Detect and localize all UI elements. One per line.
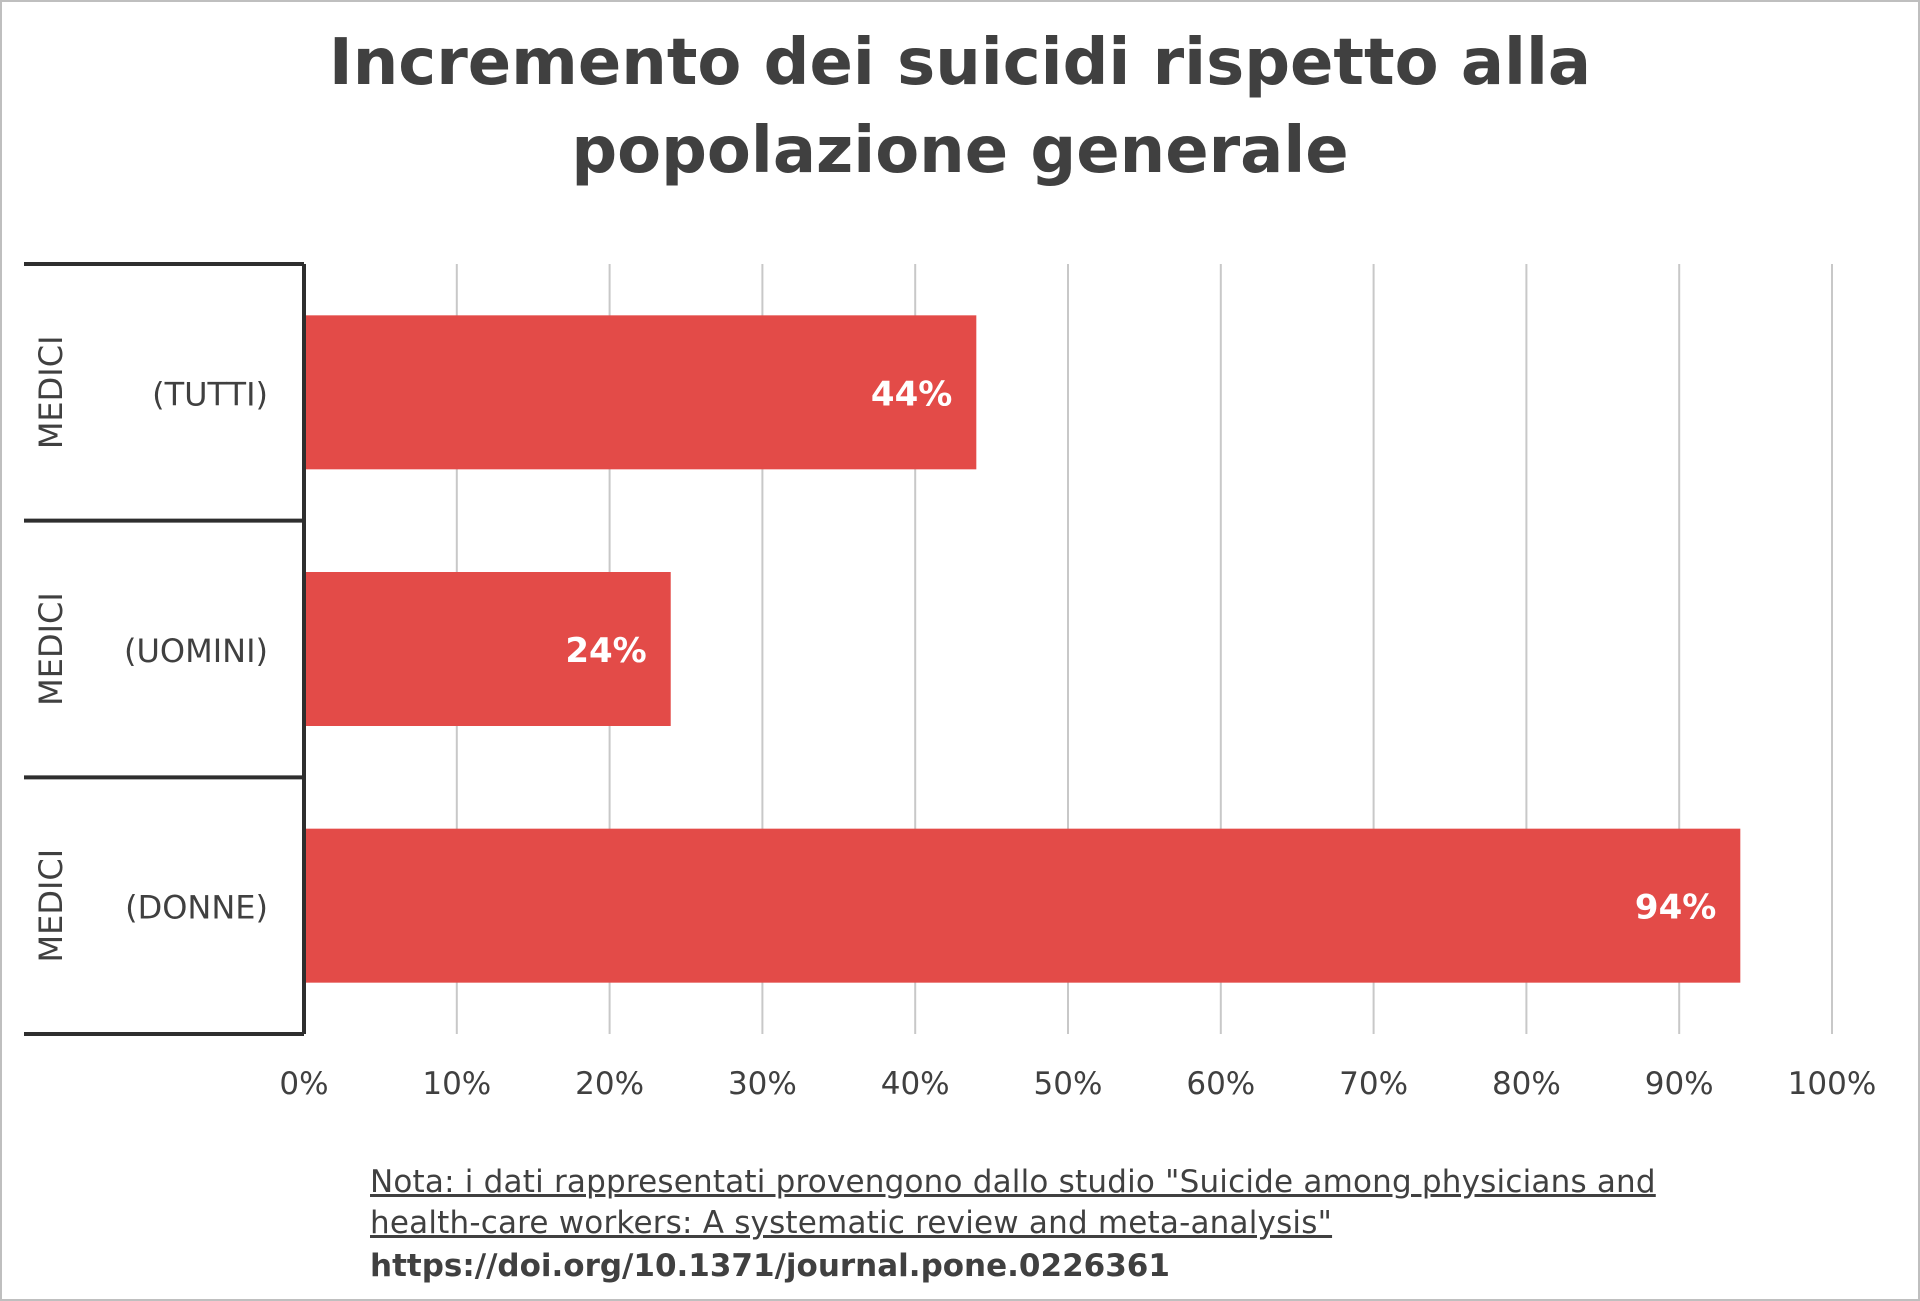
- x-tick-label: 80%: [1492, 1066, 1561, 1102]
- category-label: (DONNE): [125, 889, 268, 927]
- data-labels: 44% 24% 94%: [565, 374, 1716, 927]
- category-label: (UOMINI): [124, 632, 268, 670]
- x-tick-label: 40%: [881, 1066, 950, 1102]
- category-label: (TUTTI): [152, 375, 268, 413]
- group-label: MEDICI: [32, 849, 70, 963]
- bar: [306, 572, 671, 726]
- category-labels: (TUTTI) MEDICI (UOMINI) MEDICI (DONNE) MEDICI: [32, 335, 268, 962]
- data-label: 24%: [565, 631, 646, 671]
- bar: [306, 315, 977, 470]
- category-axis: [24, 262, 306, 1036]
- bars: [306, 315, 1741, 983]
- bar: [306, 828, 1741, 983]
- note-line-1: Nota: i dati rappresentati provengono da…: [370, 1164, 1656, 1200]
- group-label: MEDICI: [32, 335, 70, 449]
- chart-title-line-1: Incremento dei suicidi rispetto alla: [329, 26, 1591, 100]
- x-tick-label: 0%: [279, 1066, 328, 1102]
- note-line-2: health-care workers: A systematic review…: [370, 1205, 1333, 1241]
- x-tick-label: 10%: [422, 1066, 491, 1102]
- group-label: MEDICI: [32, 592, 70, 706]
- source-note: Nota: i dati rappresentati provengono da…: [370, 1162, 1870, 1288]
- x-tick-label: 90%: [1645, 1066, 1714, 1102]
- x-tick-label: 100%: [1788, 1066, 1877, 1102]
- x-tick-label: 30%: [728, 1066, 797, 1102]
- x-tick-label: 70%: [1339, 1066, 1408, 1102]
- chart-title-line-2: popolazione generale: [571, 114, 1348, 188]
- x-tick-label: 50%: [1034, 1066, 1103, 1102]
- doi-link[interactable]: https://doi.org/10.1371/journal.pone.022…: [370, 1248, 1170, 1284]
- x-tick-label: 60%: [1186, 1066, 1255, 1102]
- x-tick-label: 20%: [575, 1066, 644, 1102]
- data-label: 94%: [1635, 888, 1716, 928]
- x-axis-ticks: 0% 10% 20% 30% 40% 50% 60% 70% 80% 90% 100%: [279, 1066, 1876, 1102]
- chart-title: Incremento dei suicidi rispetto alla popo…: [329, 26, 1591, 188]
- data-label: 44%: [871, 374, 952, 414]
